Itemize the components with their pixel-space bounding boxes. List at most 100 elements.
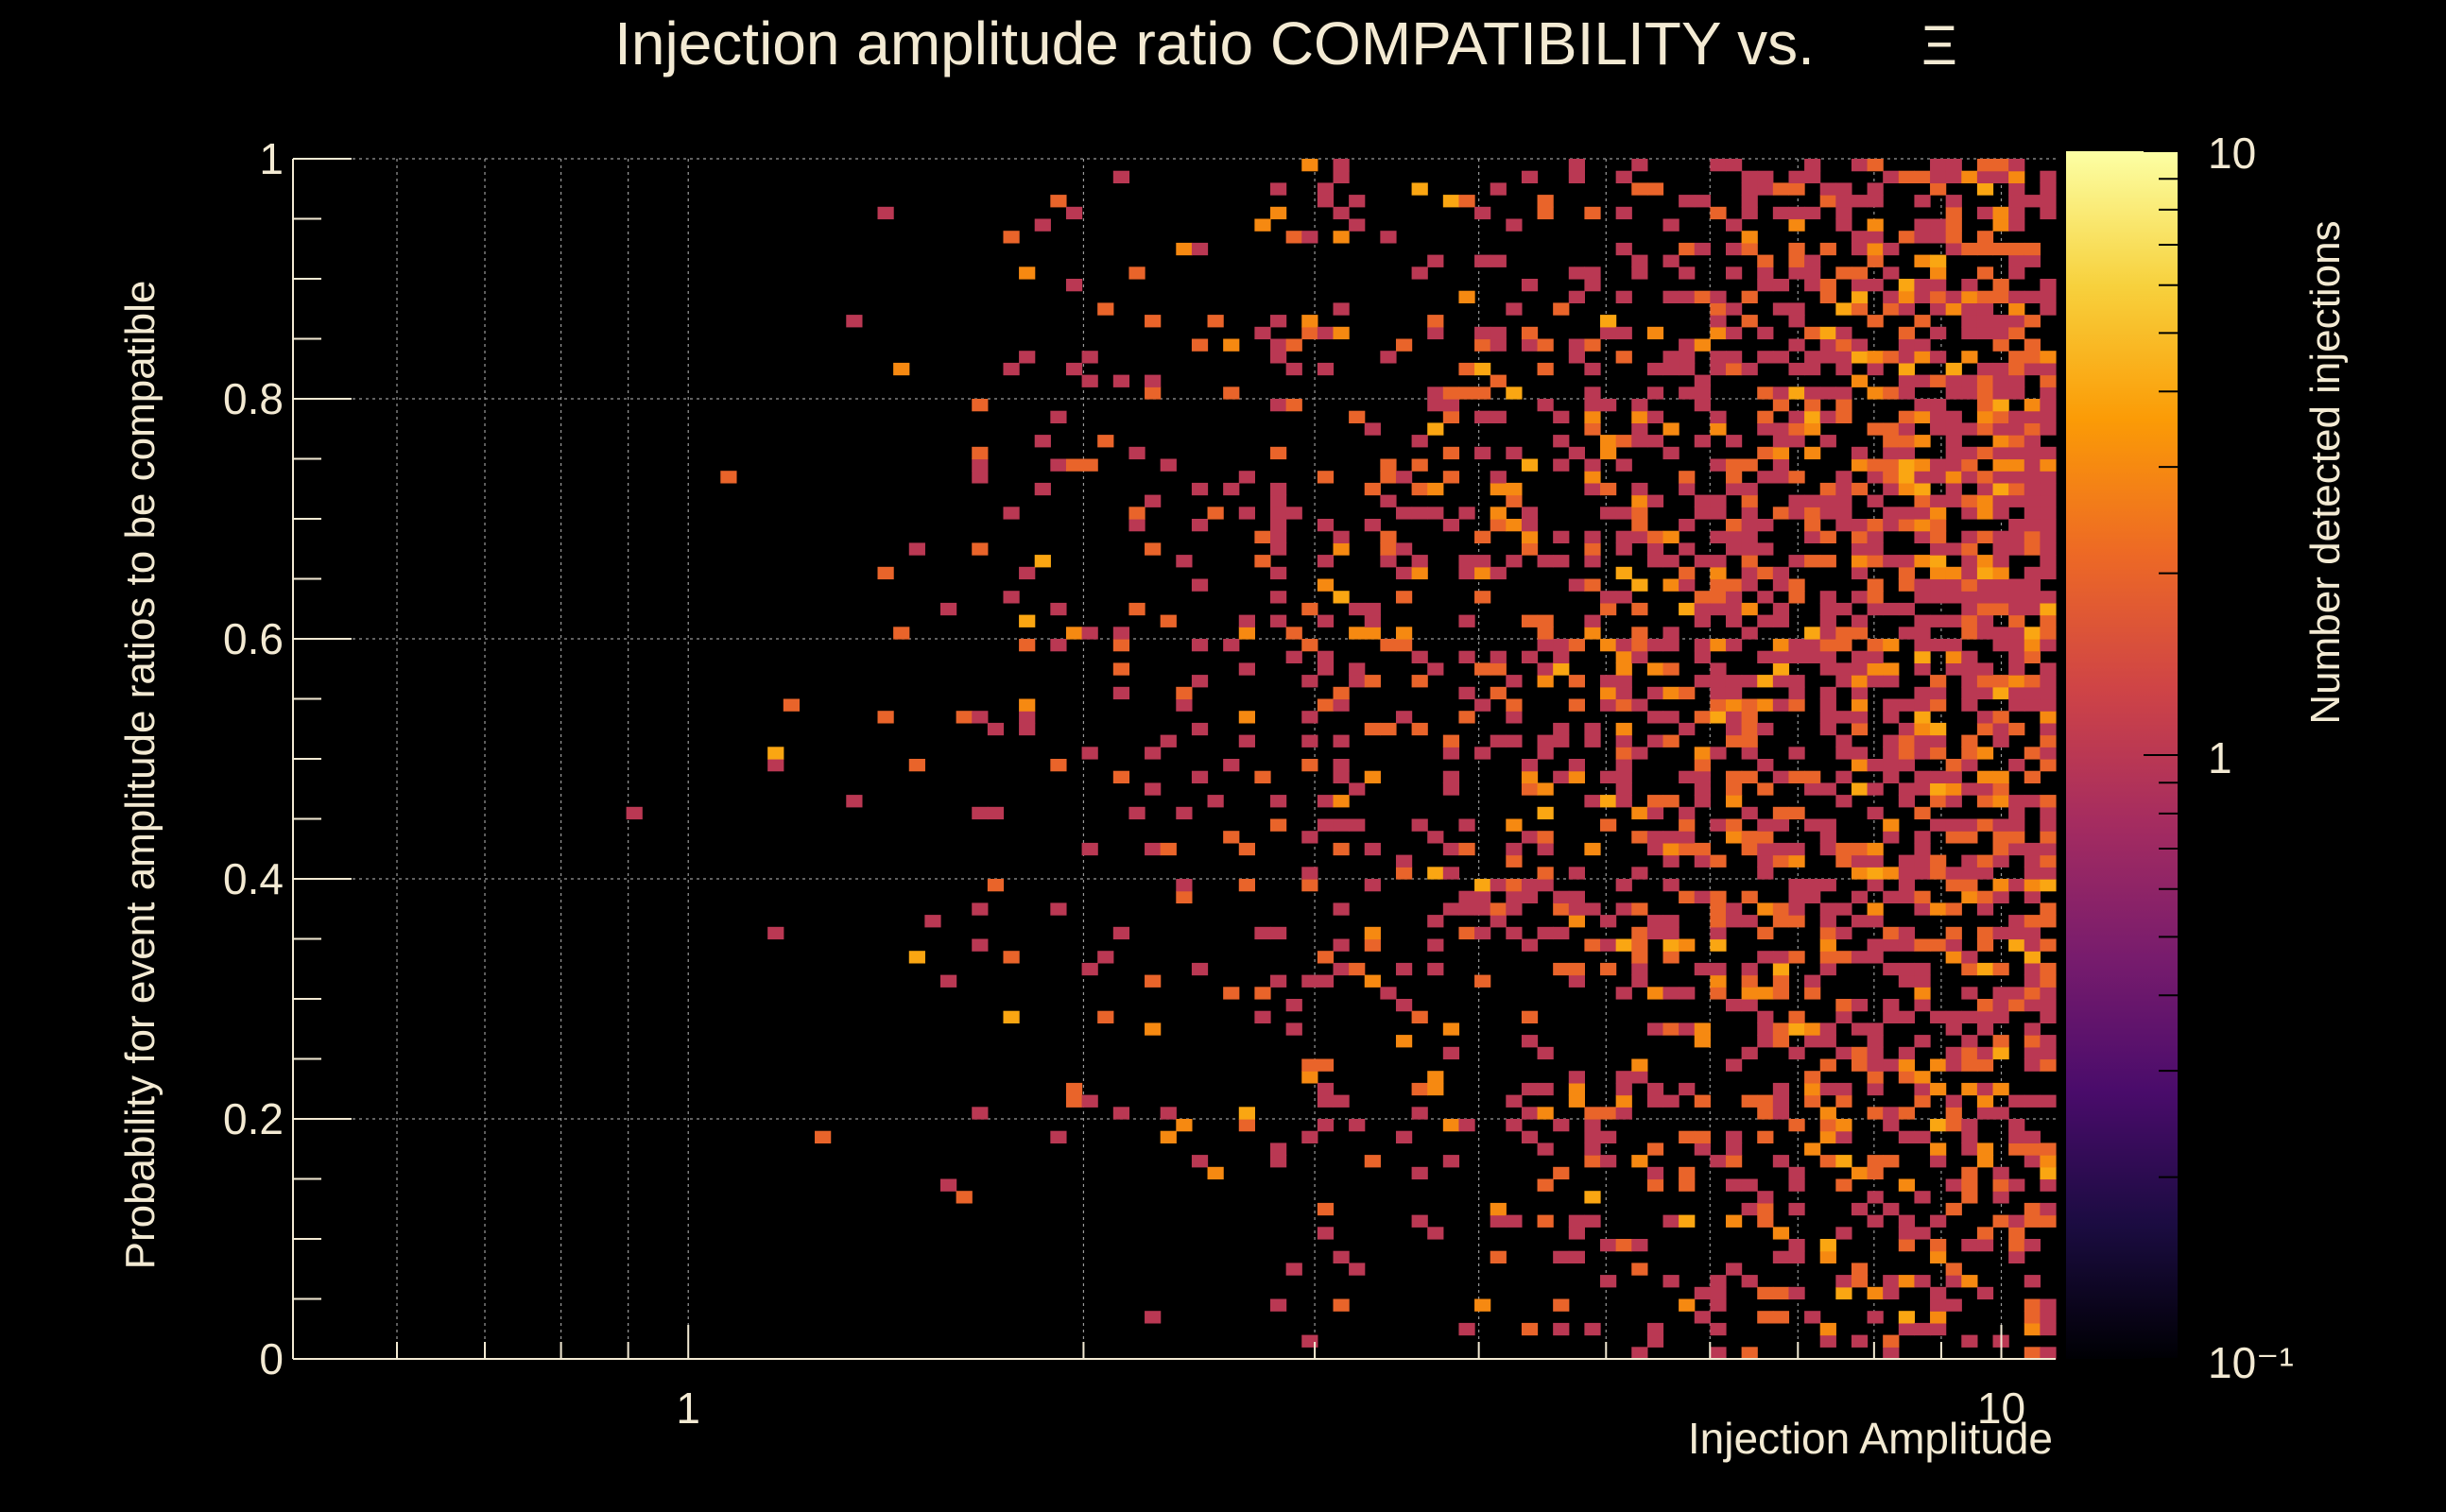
heatmap-cell: [1615, 650, 1632, 663]
heatmap-cell: [1961, 879, 1978, 892]
heatmap-cell: [1804, 1311, 1821, 1324]
heatmap-cell: [1317, 650, 1335, 663]
heatmap-cell: [1804, 530, 1821, 543]
heatmap-cell: [1317, 614, 1335, 627]
heatmap-cell: [1506, 711, 1523, 724]
heatmap-cell: [1223, 338, 1240, 352]
heatmap-cell: [1945, 1275, 1962, 1288]
heatmap-cell: [1772, 206, 1790, 220]
heatmap-cell: [1757, 1010, 1774, 1023]
heatmap-cell: [1851, 890, 1869, 903]
heatmap-cell: [1631, 627, 1648, 640]
heatmap-cell: [1898, 734, 1916, 747]
heatmap-cell: [2040, 471, 2057, 484]
heatmap-cell: [1615, 662, 1632, 676]
heatmap-cell: [1176, 890, 1193, 903]
heatmap-cell: [1945, 831, 1962, 844]
heatmap-cell: [1757, 722, 1774, 736]
heatmap-cell: [1788, 242, 1805, 256]
heatmap-cell: [1804, 399, 1821, 412]
heatmap-cell: [1930, 782, 1947, 796]
heatmap-cell: [1380, 555, 1397, 568]
heatmap-cell: [1867, 362, 1884, 376]
heatmap-cell: [1364, 422, 1381, 436]
heatmap-cell: [2024, 842, 2041, 856]
heatmap-cell: [2024, 938, 2041, 952]
heatmap-cell: [1992, 711, 2009, 724]
heatmap-cell: [1646, 362, 1664, 376]
heatmap-cell: [1930, 902, 1947, 916]
heatmap-cell: [1238, 879, 1255, 892]
heatmap-cell: [1883, 662, 1900, 676]
heatmap-cell: [1930, 854, 1947, 868]
heatmap-cell: [1788, 951, 1805, 964]
heatmap-cell: [1992, 1035, 2009, 1048]
heatmap-cell: [1976, 482, 1994, 496]
heatmap-cell: [1945, 818, 1962, 832]
heatmap-cell: [1600, 315, 1617, 328]
heatmap-cell: [1741, 315, 1758, 328]
heatmap-cell: [1819, 494, 1836, 507]
heatmap-cell: [1945, 614, 1962, 627]
heatmap-cell: [1081, 458, 1098, 472]
heatmap-cell: [1034, 482, 1051, 496]
heatmap-cell: [1788, 315, 1805, 328]
heatmap-cell: [1772, 1227, 1790, 1240]
heatmap-cell: [1301, 831, 1318, 844]
heatmap-cell: [1772, 806, 1790, 820]
heatmap-cell: [1851, 458, 1869, 472]
heatmap-cell: [1254, 326, 1271, 340]
heatmap-cell: [1458, 507, 1475, 520]
heatmap-cell: [1301, 1071, 1318, 1084]
heatmap-cell: [1867, 182, 1884, 196]
heatmap-cell: [1883, 759, 1900, 772]
heatmap-cell: [1458, 686, 1475, 700]
heatmap-cell: [1757, 1035, 1774, 1048]
heatmap-cell: [1631, 1155, 1648, 1168]
heatmap-cell: [1772, 507, 1790, 520]
heatmap-cell: [1615, 770, 1632, 783]
heatmap-cell: [1145, 542, 1162, 556]
heatmap-cell: [1976, 326, 1994, 340]
heatmap-cell: [1945, 1046, 1962, 1060]
heatmap-cell: [1772, 1022, 1790, 1036]
heatmap-cell: [1961, 507, 1978, 520]
heatmap-cell: [1992, 578, 2009, 592]
heatmap-cell: [1490, 374, 1507, 387]
heatmap-cell: [1694, 1286, 1711, 1300]
heatmap-cell: [1851, 482, 1869, 496]
heatmap-cell: [1741, 1275, 1758, 1288]
heatmap-cell: [1804, 362, 1821, 376]
y-tick-label: 0.8: [223, 374, 284, 423]
heatmap-cell: [1741, 962, 1758, 976]
heatmap-cell: [1757, 279, 1774, 292]
heatmap-cell: [1662, 639, 1679, 652]
heatmap-cell: [1945, 1010, 1962, 1023]
heatmap-cell: [1930, 818, 1947, 832]
heatmap-cell: [2008, 494, 2025, 507]
heatmap-cell: [1427, 662, 1444, 676]
heatmap-cell: [1851, 614, 1869, 627]
heatmap-cell: [1741, 842, 1758, 856]
heatmap-cell: [1961, 471, 1978, 484]
heatmap-cell: [1521, 782, 1539, 796]
heatmap-cell: [1961, 818, 1978, 832]
heatmap-cell: [1914, 711, 1931, 724]
heatmap-cell: [1851, 1202, 1869, 1216]
heatmap-cell: [1506, 482, 1523, 496]
heatmap-cell: [1992, 675, 2009, 688]
heatmap-cell: [1741, 458, 1758, 472]
heatmap-cell: [1427, 915, 1444, 928]
heatmap-cell: [1757, 1286, 1774, 1300]
heatmap-cell: [1976, 1046, 1994, 1060]
heatmap-cell: [1725, 519, 1743, 532]
heatmap-cell: [1725, 1155, 1743, 1168]
heatmap-cell: [1930, 266, 1947, 280]
heatmap-cell: [1898, 722, 1916, 736]
heatmap-cell: [1992, 542, 2009, 556]
heatmap-cell: [2024, 602, 2041, 616]
heatmap-cell: [1553, 530, 1570, 543]
heatmap-cell: [1725, 818, 1743, 832]
heatmap-cell: [1019, 722, 1036, 736]
heatmap-cell: [1646, 1082, 1664, 1096]
